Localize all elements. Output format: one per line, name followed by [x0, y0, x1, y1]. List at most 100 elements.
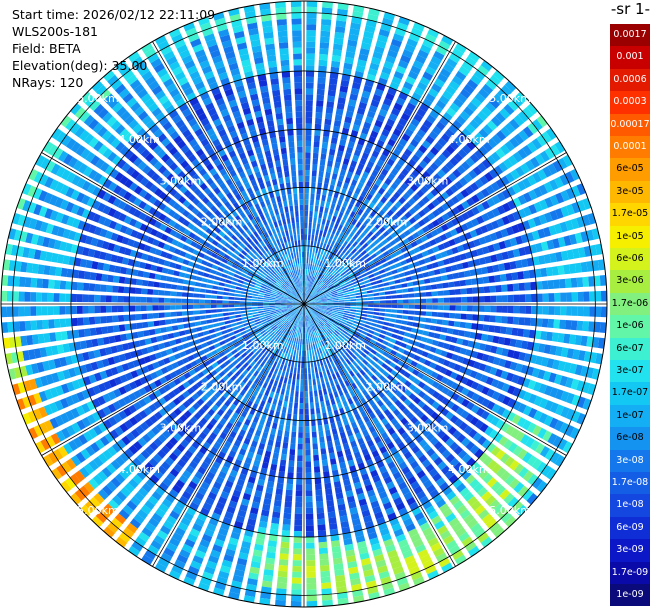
ppi-cell: [473, 115, 484, 126]
ppi-cell: [255, 385, 261, 392]
ppi-cell: [204, 566, 216, 575]
ppi-cell: [373, 205, 381, 213]
ppi-cell: [134, 536, 147, 547]
ppi-cell: [345, 51, 356, 59]
ppi-cell: [306, 293, 309, 299]
ppi-cell: [82, 305, 89, 314]
ppi-cell: [377, 253, 385, 260]
ppi-cell: [280, 453, 287, 461]
ppi-cell: [326, 296, 333, 299]
ppi-cell: [13, 321, 20, 332]
ppi-cell: [565, 278, 572, 288]
ppi-cell: [333, 481, 342, 488]
ppi-cell: [319, 371, 323, 378]
ppi-cell: [349, 264, 356, 270]
ppi-cell: [332, 280, 338, 285]
ppi-cell: [415, 267, 422, 273]
ppi-cell: [306, 350, 309, 357]
ppi-cell: [66, 425, 76, 436]
ppi-cell: [281, 406, 287, 414]
ppi-cell: [331, 333, 337, 339]
ppi-cell: [304, 356, 307, 363]
ppi-cell: [85, 363, 93, 373]
ppi-cell: [252, 416, 260, 424]
ppi-cell: [379, 71, 390, 81]
ppi-cell: [41, 306, 48, 316]
ppi-cell: [304, 280, 305, 287]
ppi-cell: [345, 365, 352, 372]
ppi-cell: [42, 454, 54, 467]
ppi-cell: [282, 524, 291, 531]
ppi-cell: [410, 571, 423, 581]
ppi-cell: [391, 269, 398, 275]
ppi-cell: [411, 328, 418, 334]
ppi-cell: [258, 294, 264, 298]
ppi-cell: [80, 504, 92, 517]
ppi-cell: [509, 118, 520, 130]
ppi-cell: [320, 307, 327, 310]
ppi-cell: [405, 76, 416, 85]
ppi-cell: [125, 332, 133, 340]
ppi-cell: [328, 446, 335, 454]
ppi-cell: [257, 372, 263, 380]
ppi-cell: [246, 413, 254, 421]
ppi-cell: [412, 576, 425, 586]
ppi-cell: [504, 474, 516, 486]
ppi-cell: [463, 513, 475, 525]
ppi-cell: [312, 437, 318, 444]
ppi-cell: [275, 310, 282, 313]
ppi-cell: [486, 265, 494, 274]
ppi-cell: [226, 352, 233, 359]
ppi-cell: [241, 397, 248, 405]
ppi-cell: [351, 353, 358, 360]
ppi-cell: [195, 491, 205, 501]
ppi-cell: [396, 22, 409, 32]
ppi-cell: [275, 594, 287, 601]
ppi-cell: [435, 99, 447, 110]
ppi-cell: [286, 315, 292, 321]
ppi-cell: [114, 376, 123, 386]
ppi-cell: [489, 522, 501, 534]
ppi-cell: [375, 178, 383, 187]
ppi-cell: [209, 432, 218, 441]
ppi-cell: [526, 103, 538, 115]
ppi-cell: [297, 332, 300, 339]
ppi-cell: [513, 481, 525, 494]
ppi-cell: [418, 175, 427, 184]
ppi-cell: [93, 349, 101, 358]
ppi-cell: [258, 292, 265, 296]
ppi-cell: [429, 255, 437, 262]
ppi-cell: [493, 503, 505, 515]
ppi-cell: [88, 374, 97, 384]
ppi-cell: [507, 305, 514, 314]
ppi-cell: [289, 336, 293, 343]
ppi-cell: [482, 141, 493, 152]
ppi-cell: [307, 295, 313, 300]
ppi-cell: [269, 305, 275, 308]
ppi-cell: [381, 66, 392, 75]
ppi-cell: [527, 473, 539, 486]
ppi-cell: [427, 28, 440, 38]
ppi-cell: [222, 413, 230, 421]
ppi-cell: [24, 277, 32, 288]
ppi-cell: [314, 317, 319, 323]
ppi-cell: [176, 554, 188, 564]
ppi-cell: [265, 486, 274, 494]
ppi-cell: [270, 323, 276, 328]
ppi-cell: [456, 93, 468, 104]
ppi-cell: [60, 331, 68, 341]
ppi-cell: [399, 206, 408, 214]
ppi-cell: [306, 263, 308, 270]
ppi-cell: [219, 431, 228, 440]
ppi-cell: [347, 39, 358, 48]
ppi-cell: [345, 259, 352, 265]
ppi-cell: [105, 305, 112, 313]
ppi-cell: [333, 304, 339, 306]
ppi-cell: [333, 120, 342, 127]
ppi-cell: [328, 226, 333, 233]
ppi-cell: [306, 554, 316, 561]
ppi-cell: [327, 305, 334, 307]
ppi-cell: [369, 263, 377, 269]
ppi-cell: [298, 432, 303, 438]
ppi-cell: [118, 509, 130, 520]
